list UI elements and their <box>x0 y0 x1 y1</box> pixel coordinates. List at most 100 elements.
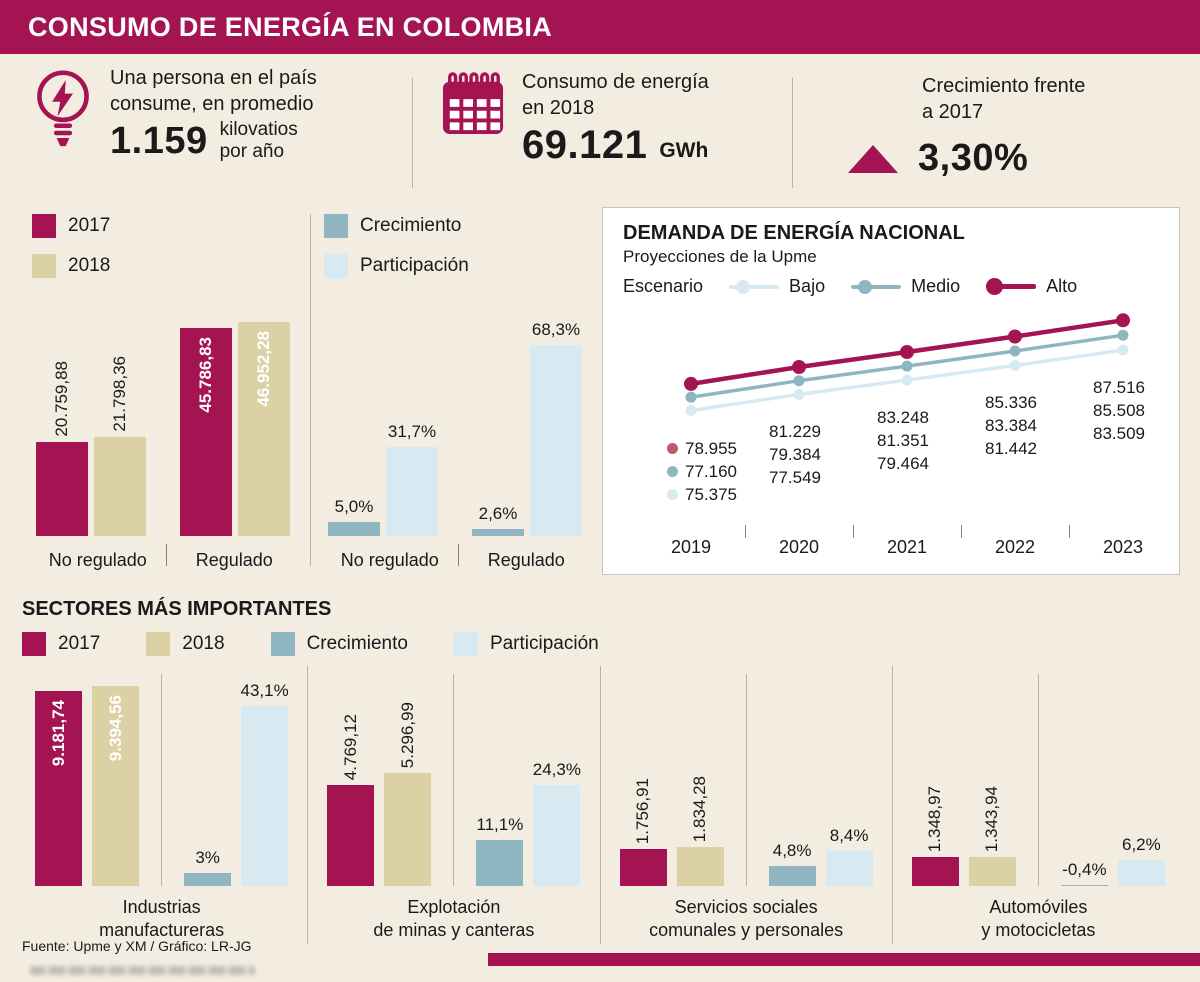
bar: 9.181,74 <box>35 691 83 886</box>
bar-value-label: 11,1% <box>476 815 524 834</box>
chart-legend: 2017 2018 <box>32 214 110 278</box>
point-value: 83.509 <box>1093 424 1145 443</box>
bar: 5.296,99 <box>384 702 432 886</box>
sector-group: 1.348,97 1.343,94 -0,4% 6,2% Automóviles y m… <box>891 666 1184 944</box>
sub-chart-divider <box>161 674 163 886</box>
bar: 1.348,97 <box>911 786 959 886</box>
bar: 1.756,91 <box>619 778 667 886</box>
point-value: 77.160 <box>685 462 737 481</box>
legend-item-participacion: Participación <box>453 632 599 656</box>
sectors-legend: 2017 2018 Crecimiento Participación <box>22 632 599 656</box>
sector-group: 4.769,12 5.296,99 11,1% 24,3% Explotación de… <box>307 666 599 944</box>
legend-item-2017: 2017 <box>22 632 100 656</box>
stat-text: a 2017 <box>922 100 984 123</box>
point-label: 85.336 <box>985 391 1037 414</box>
point-label: 79.384 <box>769 443 821 466</box>
bar: 1.343,94 <box>968 786 1016 886</box>
point-label: 85.508 <box>1093 399 1145 422</box>
sector-label: Servicios sociales comunales y personale… <box>649 897 844 941</box>
axis-tick <box>1069 525 1070 538</box>
charts-divider <box>310 214 311 566</box>
sub-chart-divider <box>1037 674 1039 886</box>
bar: 2,6% <box>472 504 524 536</box>
legend-label: Participación <box>489 633 599 654</box>
axis-tick <box>961 525 962 538</box>
sector-bars: 1.756,91 1.834,28 4,8% 8,4% <box>605 666 888 886</box>
stat-total-consumption: Consumo de energía en 2018 69.121 GWh <box>442 70 782 168</box>
point-value: 83.248 <box>877 408 929 427</box>
calendar-icon <box>442 70 504 168</box>
bar: 43,1% <box>241 681 289 886</box>
panel-subtitle: Proyecciones de la Upme <box>623 247 817 266</box>
category-label: Regulado <box>195 550 273 570</box>
line-dot-marker <box>986 278 1037 295</box>
point-value: 78.955 <box>685 439 737 458</box>
bar-value-label: 31,7% <box>387 422 437 441</box>
bar-value-label: 9.394,56 <box>105 695 125 762</box>
sub-chart-divider <box>745 674 747 886</box>
stat-value: 3,30% <box>918 137 1029 180</box>
point-label: 83.384 <box>985 414 1037 437</box>
bar-value-label: 1.348,97 <box>925 785 945 852</box>
point-label: 79.464 <box>877 452 929 475</box>
point-labels-2020: 81.229 79.384 77.549 <box>769 420 821 489</box>
axis-tick <box>457 544 459 566</box>
point-labels-2019: 78.955 77.160 75.375 <box>667 437 737 506</box>
legend-label: 2017 <box>68 215 111 236</box>
point-label: 81.351 <box>877 429 929 452</box>
sector-label: Industrias manufactureras <box>99 897 225 941</box>
point-value: 81.351 <box>877 431 929 450</box>
footer-accent-bar <box>488 953 1200 966</box>
point-value: 81.442 <box>985 439 1037 458</box>
legend-item-bajo: Bajo <box>729 276 825 297</box>
bar-group: 20.759,88 21.798,36 <box>36 356 146 536</box>
stat-unit: por año <box>219 141 285 163</box>
point-label: 87.516 <box>1093 376 1145 399</box>
point-value: 85.336 <box>985 393 1037 412</box>
legend-label: 2018 <box>182 633 225 654</box>
point-value: 81.229 <box>769 422 821 441</box>
sector-label: Explotación de minas y canteras <box>373 897 535 941</box>
legend-swatch <box>324 214 348 238</box>
legend-swatch <box>324 254 348 278</box>
legend-item-2018: 2018 <box>32 254 110 278</box>
bar: 9.394,56 <box>92 686 140 886</box>
x-axis: 2019 2020 2021 2022 2023 <box>623 525 1159 557</box>
series-dot <box>667 466 678 477</box>
sector-bars: 1.348,97 1.343,94 -0,4% 6,2% <box>897 666 1180 886</box>
bar-value-label: 21.798,36 <box>110 356 129 432</box>
series-dot <box>667 443 678 454</box>
legend-label: 2018 <box>68 255 111 276</box>
legend-swatch <box>270 632 295 656</box>
demand-lines <box>684 313 1130 416</box>
bar-value-label: 3% <box>195 848 220 867</box>
bar-value-label: 5,0% <box>334 497 374 516</box>
legend-label: Crecimiento <box>360 215 462 236</box>
stat-text: Una persona en el país <box>110 67 317 89</box>
bar: 46.952,28 <box>238 322 290 536</box>
legend-item-crecimiento: Crecimiento <box>324 214 469 238</box>
point-value: 77.549 <box>769 468 821 487</box>
stat-text: Crecimiento frente <box>922 75 1086 97</box>
bar: 31,7% <box>386 422 438 536</box>
point-value: 85.508 <box>1093 401 1145 420</box>
legend-label: Medio <box>911 276 961 296</box>
axis-tick <box>853 525 854 538</box>
legend-swatch <box>146 632 171 656</box>
bar-value-label: 46.952,28 <box>254 331 273 407</box>
bar: 1.834,28 <box>676 776 724 886</box>
sector-bars: 4.769,12 5.296,99 11,1% 24,3% <box>312 666 595 886</box>
line-dot-marker <box>729 278 780 295</box>
sector-bars: 9.181,74 9.394,56 3% 43,1% <box>20 666 303 886</box>
legend-item-participacion: Participación <box>324 254 469 278</box>
bar: 11,1% <box>476 815 524 886</box>
bar-value-label: 9.181,74 <box>48 700 68 767</box>
bar-value-label: -0,4% <box>1062 860 1107 879</box>
bar-group: 2,6% 68,3% <box>472 320 582 536</box>
point-value: 87.516 <box>1093 378 1145 397</box>
stat-value: 69.121 <box>522 123 648 168</box>
point-label: 83.248 <box>877 406 929 429</box>
axis-tick <box>165 544 167 566</box>
stat-value: 1.159 <box>110 119 208 162</box>
infographic-title-bar: CONSUMO DE ENERGÍA EN COLOMBIA <box>0 0 1200 54</box>
